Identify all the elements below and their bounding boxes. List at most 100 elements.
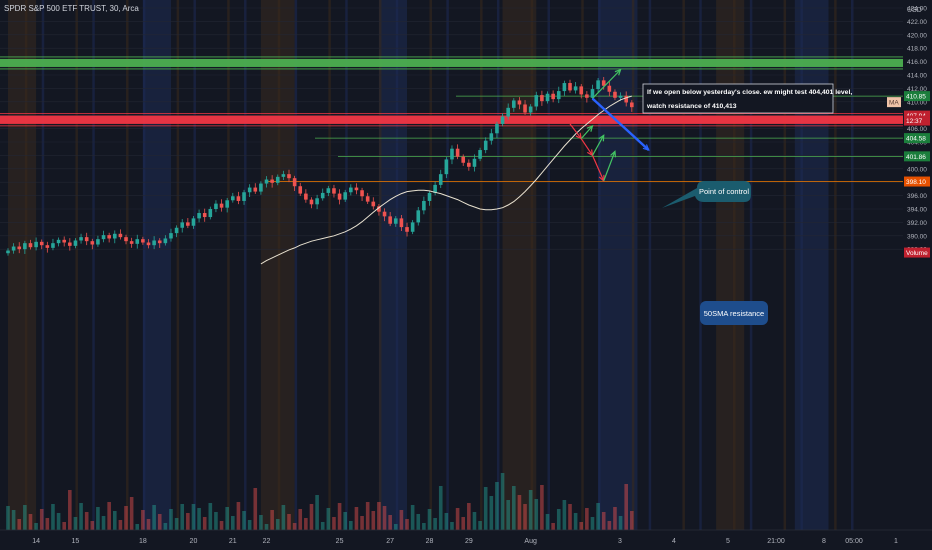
candle — [197, 213, 201, 219]
volume-bar — [506, 500, 510, 530]
candle — [556, 91, 561, 100]
symbol-title: SPDR S&P 500 ETF TRUST, 30, Arca — [4, 4, 139, 13]
candle — [545, 93, 550, 102]
candle — [225, 200, 229, 208]
volume-bar — [416, 514, 421, 530]
candle — [45, 245, 50, 248]
volume-bar — [556, 509, 561, 530]
session-stripe — [395, 0, 399, 530]
volume-bar — [141, 510, 145, 530]
volume-bar — [45, 518, 50, 530]
session-stripe — [699, 0, 702, 530]
volume-bar — [382, 506, 387, 530]
candles — [6, 77, 634, 256]
candle — [483, 140, 488, 151]
session-stripe — [682, 0, 685, 530]
volume-bar — [169, 509, 173, 530]
candle — [39, 241, 44, 246]
candle — [186, 222, 190, 226]
candle — [343, 192, 347, 200]
volume-bar — [56, 513, 61, 530]
volume-bar — [512, 486, 516, 530]
candle — [573, 86, 578, 91]
candle — [51, 243, 55, 248]
session-stripe — [126, 0, 129, 530]
note-box[interactable]: If we open below yesterday's close. ew m… — [642, 83, 852, 114]
volume-bar — [157, 514, 162, 530]
volume-bar — [84, 512, 89, 530]
candle — [219, 203, 224, 208]
time-tick: Aug — [524, 538, 537, 545]
price-label-box — [904, 151, 930, 162]
time-tick: 27 — [386, 538, 394, 545]
candle — [191, 218, 196, 226]
price-label-box — [904, 247, 930, 258]
session-stripe — [328, 0, 331, 530]
volume-bar — [422, 523, 426, 530]
volume-bar — [410, 505, 415, 530]
volume-bar — [11, 510, 16, 530]
arrow-head — [642, 144, 650, 151]
session-stripe — [294, 0, 298, 530]
candle — [444, 159, 449, 175]
candle — [326, 188, 331, 193]
volume-bar — [472, 512, 477, 530]
candle — [169, 233, 173, 239]
volume-bar — [596, 503, 600, 530]
volume-bar — [579, 522, 584, 530]
volume-bar — [320, 522, 325, 530]
session-stripe — [227, 0, 230, 530]
price-label-box — [904, 133, 930, 144]
arrow-green — [580, 125, 593, 140]
volume-bar — [365, 502, 370, 530]
candle — [500, 116, 505, 124]
candle — [292, 178, 297, 187]
candle — [101, 235, 106, 240]
volume-bar — [231, 516, 235, 530]
volume-bar — [23, 505, 27, 530]
volume-bar — [214, 512, 218, 530]
candle — [382, 211, 387, 217]
volume-bar — [332, 517, 336, 530]
volume-bar — [551, 523, 555, 530]
candle — [450, 148, 454, 160]
arrow-blue — [591, 97, 650, 151]
time-tick: 8 — [822, 538, 826, 545]
candle — [96, 239, 100, 245]
volume-bar — [34, 523, 38, 530]
volume-bar — [298, 509, 303, 530]
candle — [135, 239, 140, 244]
arrow-red — [580, 138, 593, 156]
candle — [393, 218, 398, 224]
volume-bar — [180, 504, 185, 530]
session-stripe — [142, 0, 146, 530]
candle — [298, 186, 303, 194]
volume-bar — [377, 502, 381, 530]
volume-bar — [73, 517, 78, 530]
price-label-box — [904, 115, 930, 126]
volume-bar — [264, 524, 269, 530]
candle — [107, 235, 111, 239]
volume-bar — [399, 510, 404, 530]
time-tick: 3 — [618, 538, 622, 545]
volume-bar — [259, 515, 263, 530]
time-tick: 25 — [336, 538, 344, 545]
candle — [146, 242, 151, 246]
candle — [478, 150, 482, 159]
candle — [163, 238, 168, 244]
volume-bar — [225, 507, 229, 530]
volume-bar — [68, 490, 72, 530]
arrow-green — [592, 69, 622, 99]
session-stripe — [732, 0, 736, 530]
volume-bar — [129, 497, 134, 530]
candle — [422, 200, 426, 211]
volume-bar — [146, 519, 151, 530]
session-stripe — [834, 0, 837, 530]
session-stripe — [749, 0, 753, 530]
poc-callout[interactable]: Point of control — [662, 181, 751, 208]
sma-callout[interactable]: 50SMA resistance — [700, 301, 768, 325]
session-stripe — [41, 0, 45, 530]
price-tick: 422.00 — [907, 19, 927, 26]
zone-green — [0, 58, 903, 67]
